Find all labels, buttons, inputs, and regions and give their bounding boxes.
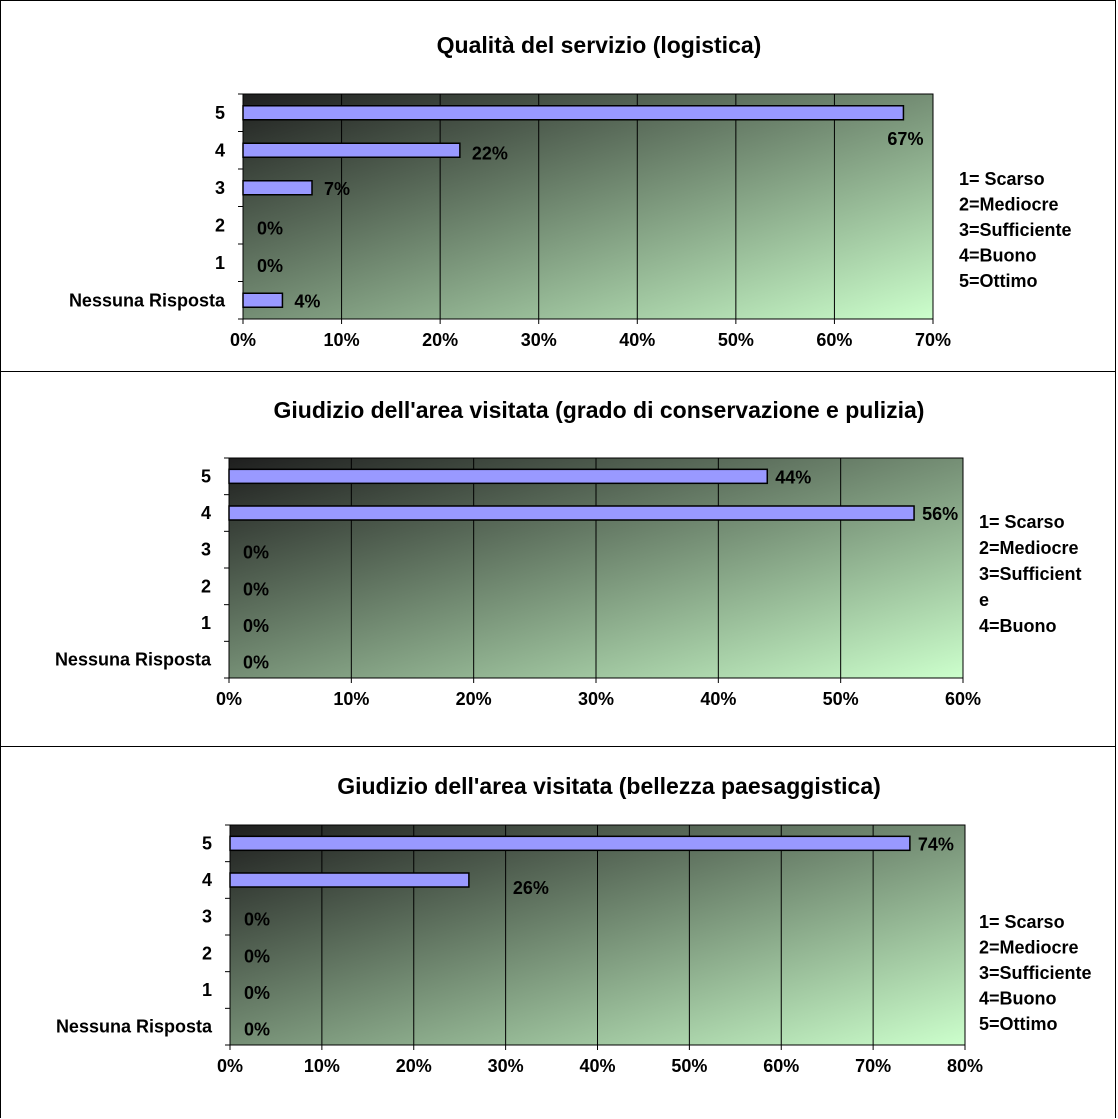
legend-note-line: 1= Scarso — [959, 169, 1045, 189]
legend-note-line: 3=Sufficiente — [959, 220, 1072, 240]
bar — [242, 142, 461, 158]
category-label: 5 — [201, 466, 211, 486]
data-label: 0% — [244, 1020, 270, 1040]
chart-svg: Giudizio dell'area visitata (bellezza pa… — [56, 773, 1092, 1076]
category-label: Nessuna Risposta — [69, 290, 226, 310]
x-tick-label: 30% — [521, 330, 557, 350]
x-tick-label: 60% — [763, 1056, 799, 1076]
data-label: 0% — [244, 910, 270, 930]
plot-area — [242, 93, 934, 320]
x-tick-label: 30% — [578, 689, 614, 709]
category-label: 4 — [215, 140, 225, 160]
chart-svg: Qualità del servizio (logistica)0% 10% 20%… — [69, 32, 1072, 350]
bar — [242, 180, 313, 196]
x-tick-label: 50% — [718, 330, 754, 350]
category-label: 3 — [201, 540, 211, 560]
category-label: Nessuna Risposta — [55, 650, 212, 670]
x-tick-label: 60% — [945, 689, 981, 709]
legend-note-line: 1= Scarso — [979, 912, 1065, 932]
legend-note-line: 2=Mediocre — [979, 938, 1079, 958]
x-tick-label: 0% — [217, 1056, 243, 1076]
data-label: 0% — [244, 946, 270, 966]
x-tick-label: 50% — [823, 689, 859, 709]
category-label: 1 — [202, 980, 212, 1000]
x-tick-label: 0% — [230, 330, 256, 350]
data-label: 4% — [294, 291, 320, 311]
x-tick-label: 70% — [855, 1056, 891, 1076]
bar — [242, 292, 284, 308]
legend-note-line: 5=Ottimo — [959, 271, 1038, 291]
data-label: 0% — [243, 616, 269, 636]
chart-svg: Giudizio dell'area visitata (grado di co… — [55, 397, 1082, 709]
bar — [229, 872, 470, 888]
bar — [228, 468, 769, 485]
category-label: 5 — [215, 103, 225, 123]
category-label: 4 — [202, 870, 212, 890]
x-tick-label: 50% — [671, 1056, 707, 1076]
x-tick-label: 40% — [579, 1056, 615, 1076]
category-label: 1 — [201, 613, 211, 633]
legend-note-line: 4=Buono — [979, 989, 1057, 1009]
x-tick-label: 20% — [422, 330, 458, 350]
category-label: 4 — [201, 503, 211, 523]
x-tick-label: 20% — [456, 689, 492, 709]
x-tick-label: 10% — [304, 1056, 340, 1076]
category-label: 5 — [202, 833, 212, 853]
chart-panel-logistica: Qualità del servizio (logistica) 0% 10% 20%… — [0, 0, 1116, 372]
category-label: 2 — [201, 576, 211, 596]
data-label: 56% — [922, 504, 958, 524]
category-label: 2 — [202, 943, 212, 963]
bar — [229, 835, 911, 852]
x-tick-label: 10% — [333, 689, 369, 709]
x-tick-label: 70% — [915, 330, 951, 350]
legend-note-line: 1= Scarso — [979, 512, 1065, 532]
x-tick-label: 30% — [488, 1056, 524, 1076]
x-tick-label: 80% — [947, 1056, 983, 1076]
data-label: 67% — [887, 129, 923, 149]
data-label: 0% — [257, 256, 283, 276]
data-label: 0% — [257, 218, 283, 238]
x-tick-label: 10% — [324, 330, 360, 350]
legend-note-line: 3=Sufficiente — [979, 963, 1092, 983]
data-label: 0% — [243, 579, 269, 599]
bar — [228, 505, 915, 521]
data-label: 74% — [918, 834, 954, 854]
x-tick-label: 20% — [396, 1056, 432, 1076]
chart-title: Giudizio dell'area visitata (bellezza pa… — [337, 773, 881, 799]
data-label: 0% — [244, 983, 270, 1003]
legend-note-line: 4=Buono — [959, 246, 1037, 266]
data-label: 0% — [243, 653, 269, 673]
legend-note-line: 4=Buono — [979, 616, 1057, 636]
data-label: 22% — [472, 143, 508, 163]
chart-panel-paesaggistica: Giudizio dell'area visitata (bellezza pa… — [0, 746, 1116, 1118]
x-tick-label: 40% — [700, 689, 736, 709]
legend-note-line: 2=Mediocre — [979, 538, 1079, 558]
chart-title: Giudizio dell'area visitata (grado di co… — [274, 397, 925, 423]
legend-note-line: 5=Ottimo — [979, 1014, 1058, 1034]
x-tick-label: 60% — [816, 330, 852, 350]
legend-note-line: 2=Mediocre — [959, 195, 1059, 215]
chart-title: Qualità del servizio (logistica) — [437, 32, 762, 58]
category-label: 3 — [202, 907, 212, 927]
x-tick-label: 0% — [216, 689, 242, 709]
chart-panel-conservazione: Giudizio dell'area visitata (grado di co… — [0, 371, 1116, 747]
legend-note-line: 3=Sufficient — [979, 564, 1082, 584]
bar — [242, 105, 905, 121]
category-label: 1 — [215, 253, 225, 273]
category-label: Nessuna Risposta — [56, 1017, 213, 1037]
data-label: 44% — [775, 467, 811, 487]
category-label: 2 — [215, 215, 225, 235]
legend-note-line: e — [979, 590, 989, 610]
data-label: 0% — [243, 543, 269, 563]
data-label: 7% — [324, 179, 350, 199]
data-label: 26% — [513, 878, 549, 898]
x-tick-label: 40% — [619, 330, 655, 350]
category-label: 3 — [215, 178, 225, 198]
